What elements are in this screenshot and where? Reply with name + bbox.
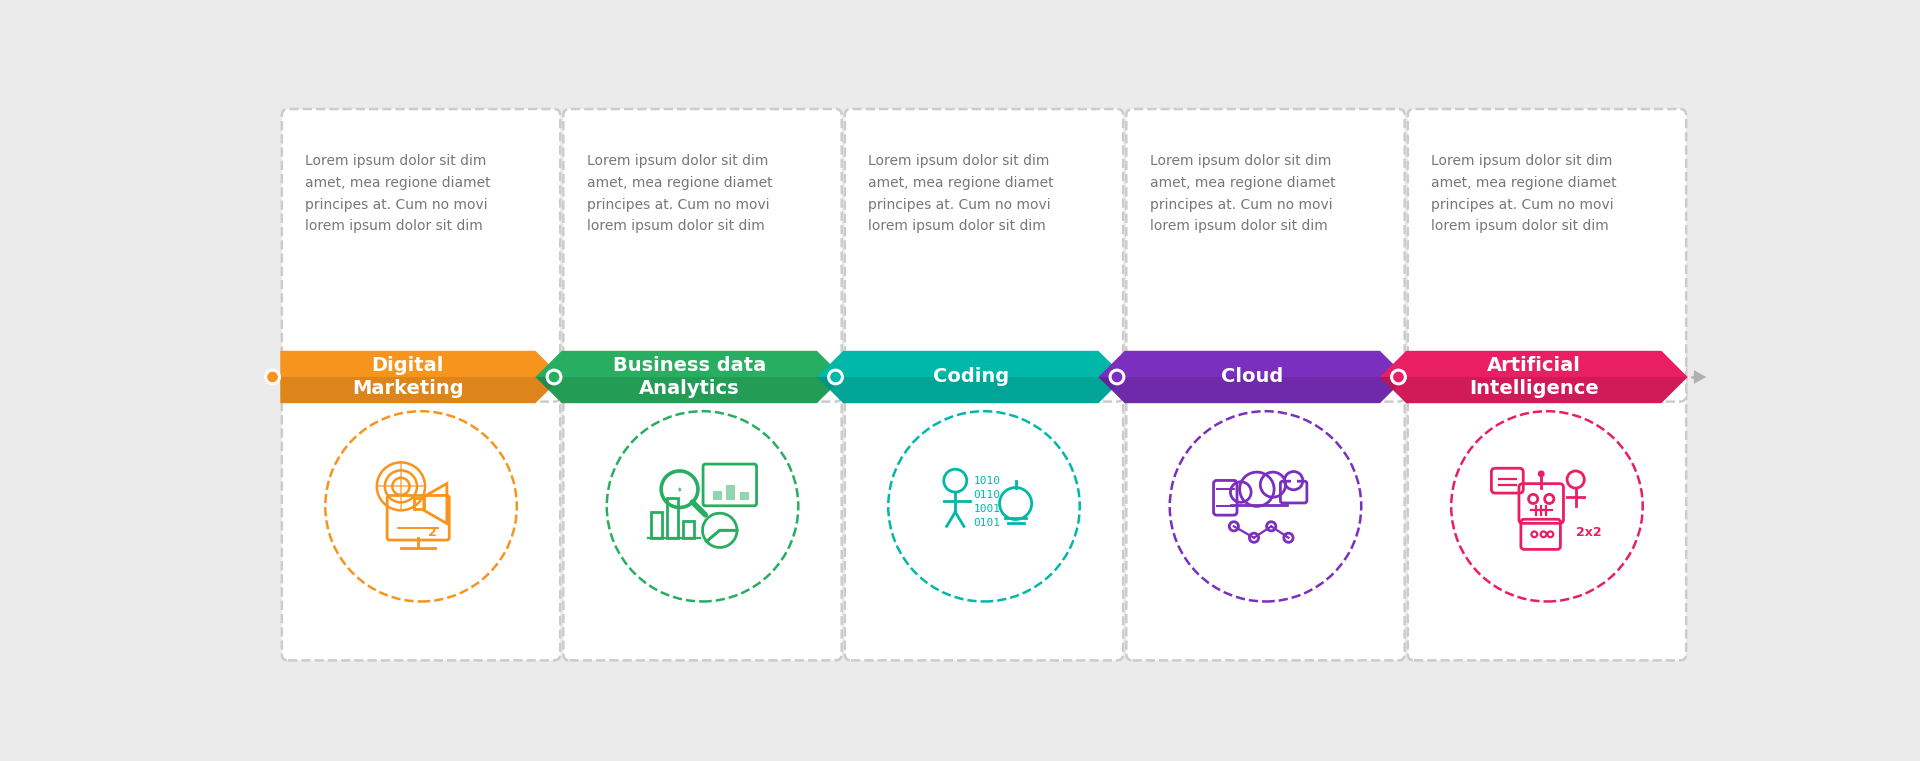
Polygon shape <box>1098 351 1405 403</box>
Text: Business data
Analytics: Business data Analytics <box>612 355 766 398</box>
FancyBboxPatch shape <box>1407 109 1686 402</box>
Bar <box>739 492 749 500</box>
Bar <box>651 512 662 538</box>
Bar <box>712 491 722 500</box>
Text: 1001: 1001 <box>973 505 1000 514</box>
Text: 0110: 0110 <box>973 490 1000 500</box>
Circle shape <box>265 369 280 385</box>
FancyBboxPatch shape <box>282 352 561 661</box>
Text: Coding: Coding <box>933 368 1008 387</box>
Bar <box>726 485 735 500</box>
Circle shape <box>547 369 563 385</box>
Text: 0101: 0101 <box>973 518 1000 528</box>
Polygon shape <box>280 377 563 403</box>
Text: Lorem ipsum dolor sit dim
amet, mea regione diamet
principes at. Cum no movi
lor: Lorem ipsum dolor sit dim amet, mea regi… <box>1430 154 1617 233</box>
Circle shape <box>831 372 841 381</box>
Circle shape <box>549 372 559 381</box>
Text: Cloud: Cloud <box>1221 368 1283 387</box>
Bar <box>1290 479 1296 483</box>
Text: 1010: 1010 <box>973 476 1000 486</box>
Text: Artificial
Intelligence: Artificial Intelligence <box>1469 355 1599 398</box>
Text: Lorem ipsum dolor sit dim
amet, mea regione diamet
principes at. Cum no movi
lor: Lorem ipsum dolor sit dim amet, mea regi… <box>868 154 1054 233</box>
Circle shape <box>1394 372 1404 381</box>
FancyBboxPatch shape <box>282 109 561 402</box>
Circle shape <box>1538 470 1546 477</box>
Circle shape <box>828 369 843 385</box>
Circle shape <box>1390 369 1405 385</box>
FancyBboxPatch shape <box>1407 352 1686 661</box>
Circle shape <box>1110 369 1125 385</box>
Text: Digital
Marketing: Digital Marketing <box>351 355 463 398</box>
FancyBboxPatch shape <box>1127 352 1405 661</box>
Bar <box>413 498 424 509</box>
Polygon shape <box>1380 377 1688 403</box>
Circle shape <box>269 372 276 381</box>
Text: 2: 2 <box>428 526 438 539</box>
Polygon shape <box>536 351 843 403</box>
Bar <box>1231 488 1281 505</box>
FancyBboxPatch shape <box>845 352 1123 661</box>
Polygon shape <box>1380 351 1688 403</box>
Text: Lorem ipsum dolor sit dim
amet, mea regione diamet
principes at. Cum no movi
lor: Lorem ipsum dolor sit dim amet, mea regi… <box>305 154 492 233</box>
FancyBboxPatch shape <box>563 109 841 402</box>
Text: 2x2: 2x2 <box>1576 526 1601 539</box>
Polygon shape <box>536 377 843 403</box>
Text: $: $ <box>678 487 682 492</box>
Polygon shape <box>816 351 1125 403</box>
Bar <box>684 521 695 538</box>
FancyBboxPatch shape <box>563 352 841 661</box>
Polygon shape <box>280 351 563 403</box>
Text: Lorem ipsum dolor sit dim
amet, mea regione diamet
principes at. Cum no movi
lor: Lorem ipsum dolor sit dim amet, mea regi… <box>588 154 772 233</box>
FancyBboxPatch shape <box>1127 109 1405 402</box>
Text: Lorem ipsum dolor sit dim
amet, mea regione diamet
principes at. Cum no movi
lor: Lorem ipsum dolor sit dim amet, mea regi… <box>1150 154 1334 233</box>
Polygon shape <box>1098 377 1405 403</box>
Polygon shape <box>1693 370 1707 384</box>
Bar <box>666 498 678 538</box>
Circle shape <box>1112 372 1121 381</box>
Polygon shape <box>816 377 1125 403</box>
FancyBboxPatch shape <box>845 109 1123 402</box>
